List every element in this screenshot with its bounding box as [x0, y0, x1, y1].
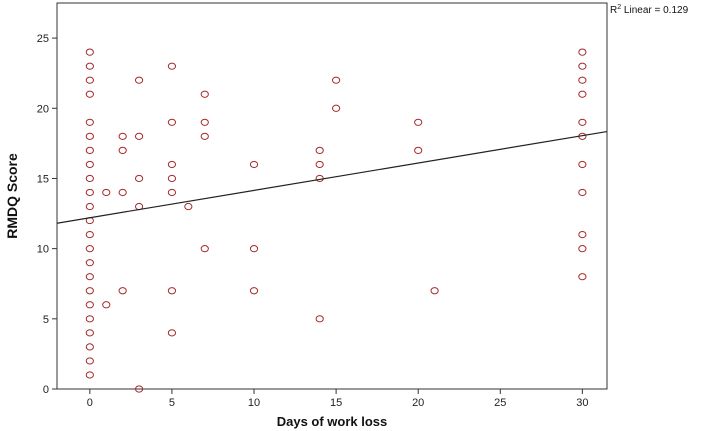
data-point: [578, 90, 587, 98]
x-tick-label: 5: [169, 397, 175, 409]
data-point: [167, 329, 177, 337]
data-point: [85, 48, 94, 56]
data-point: [85, 174, 94, 183]
data-point: [200, 132, 209, 140]
data-point: [167, 287, 177, 295]
data-point: [167, 174, 177, 183]
y-axis: 0 5 10 15 20 25: [37, 33, 57, 396]
data-point: [332, 76, 341, 84]
data-point: [118, 287, 127, 295]
data-point: [85, 90, 94, 98]
x-tick-label: 20: [412, 397, 424, 409]
data-point: [249, 160, 259, 169]
data-point: [85, 287, 94, 295]
data-point: [414, 118, 423, 126]
data-point: [85, 202, 94, 211]
data-point: [85, 259, 94, 267]
data-point: [578, 188, 587, 197]
data-point: [85, 160, 94, 169]
r2-label: R2 Linear = 0.129: [610, 4, 689, 16]
data-point: [85, 231, 94, 239]
y-tick-label: 20: [37, 103, 49, 115]
data-point: [85, 301, 94, 309]
data-point: [85, 245, 94, 253]
x-axis-title: Days of work loss: [277, 414, 388, 429]
x-tick-label: 30: [576, 397, 588, 409]
y-tick-label: 5: [43, 314, 49, 326]
data-point: [414, 146, 423, 154]
data-point: [134, 132, 144, 140]
data-point: [134, 174, 144, 183]
data-point: [315, 146, 324, 154]
data-point: [578, 160, 587, 169]
data-point: [315, 315, 324, 323]
data-points: [85, 48, 587, 393]
data-point: [200, 90, 209, 98]
data-point: [315, 160, 324, 169]
y-tick-label: 10: [37, 244, 49, 256]
data-point: [118, 146, 127, 154]
data-point: [200, 245, 209, 253]
data-point: [578, 273, 587, 281]
data-point: [118, 188, 127, 197]
data-point: [167, 118, 177, 126]
y-tick-label: 25: [37, 33, 49, 45]
data-point: [85, 188, 94, 197]
data-point: [85, 62, 94, 70]
y-axis-title: RMDQ Score: [4, 153, 20, 239]
x-tick-label: 0: [87, 397, 93, 409]
data-point: [85, 118, 94, 126]
fit-line: [56, 130, 608, 224]
data-point: [167, 188, 177, 197]
x-tick-label: 10: [248, 397, 260, 409]
data-point: [184, 202, 193, 211]
data-point: [167, 62, 177, 70]
data-point: [85, 343, 94, 351]
data-point: [85, 146, 94, 154]
data-point: [85, 76, 94, 84]
data-point: [102, 301, 111, 309]
y-tick-label: 15: [37, 173, 49, 185]
data-point: [578, 76, 587, 84]
data-point: [249, 245, 259, 253]
plot-area: [56, 2, 608, 390]
data-point: [134, 385, 144, 393]
data-point: [578, 118, 587, 126]
data-point: [167, 160, 177, 169]
y-tick-label: 0: [43, 384, 49, 396]
data-point: [102, 188, 111, 197]
data-point: [578, 48, 587, 56]
data-point: [578, 231, 587, 239]
data-point: [118, 132, 127, 140]
data-point: [578, 62, 587, 70]
data-point: [85, 329, 94, 337]
data-point: [85, 315, 94, 323]
x-tick-label: 25: [494, 397, 506, 409]
x-tick-label: 15: [330, 397, 342, 409]
data-point: [85, 273, 94, 281]
data-point: [85, 357, 94, 365]
data-point: [332, 104, 341, 112]
data-point: [578, 245, 587, 253]
data-point: [134, 76, 144, 84]
data-point: [200, 118, 209, 126]
data-point: [249, 287, 259, 295]
data-point: [85, 132, 94, 140]
data-point: [430, 287, 439, 295]
data-point: [85, 371, 94, 379]
x-axis: 0 5 10 15 20 25 30: [87, 389, 588, 409]
